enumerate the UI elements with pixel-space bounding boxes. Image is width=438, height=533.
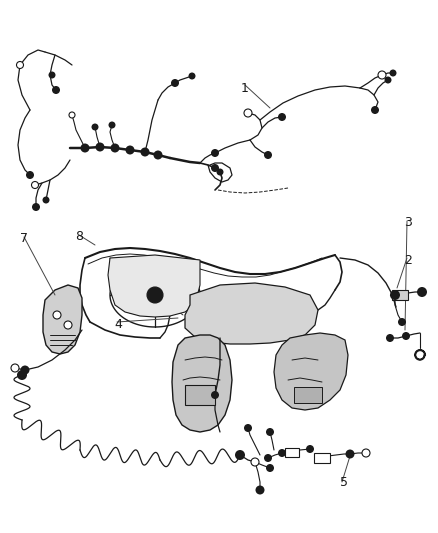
Circle shape (188, 72, 195, 79)
Polygon shape (172, 335, 232, 432)
Circle shape (32, 203, 40, 211)
Circle shape (378, 71, 386, 79)
Circle shape (251, 458, 259, 466)
Circle shape (266, 464, 274, 472)
Circle shape (417, 287, 427, 297)
Circle shape (52, 86, 60, 94)
Circle shape (153, 150, 162, 159)
Circle shape (69, 112, 75, 118)
Circle shape (21, 366, 29, 375)
Circle shape (264, 151, 272, 159)
Circle shape (11, 364, 19, 372)
Circle shape (211, 164, 219, 172)
Circle shape (147, 287, 163, 303)
Circle shape (266, 428, 274, 436)
Circle shape (235, 450, 245, 460)
Polygon shape (43, 285, 82, 354)
Text: 3: 3 (404, 215, 412, 229)
Circle shape (386, 334, 394, 342)
Bar (314, 453, 330, 463)
Circle shape (17, 370, 27, 380)
Circle shape (53, 311, 61, 319)
Circle shape (17, 61, 24, 69)
Text: 2: 2 (404, 254, 412, 266)
Text: 5: 5 (340, 477, 348, 489)
Circle shape (306, 445, 314, 453)
Circle shape (244, 424, 252, 432)
Circle shape (109, 122, 116, 128)
Circle shape (32, 182, 39, 189)
Circle shape (171, 79, 179, 87)
Circle shape (264, 454, 272, 462)
Circle shape (278, 113, 286, 121)
Circle shape (385, 77, 392, 84)
Circle shape (371, 106, 379, 114)
Circle shape (42, 197, 49, 204)
Circle shape (49, 71, 56, 78)
Circle shape (216, 168, 223, 175)
Circle shape (141, 148, 149, 157)
Bar (294, 387, 322, 403)
Circle shape (255, 486, 265, 495)
Text: 8: 8 (75, 230, 83, 244)
Bar (392, 290, 408, 300)
Circle shape (126, 146, 134, 155)
Circle shape (211, 391, 219, 399)
Circle shape (64, 321, 72, 329)
Polygon shape (185, 283, 318, 344)
Circle shape (110, 143, 120, 152)
Circle shape (398, 318, 406, 326)
Circle shape (95, 142, 105, 151)
Circle shape (211, 149, 219, 157)
Circle shape (92, 124, 99, 131)
Polygon shape (108, 255, 200, 317)
Circle shape (26, 171, 34, 179)
Circle shape (390, 290, 400, 300)
Circle shape (389, 69, 396, 77)
Circle shape (244, 109, 252, 117)
Bar (285, 448, 299, 456)
Circle shape (362, 449, 370, 457)
Text: 7: 7 (20, 231, 28, 245)
Bar (185, 385, 215, 405)
Polygon shape (274, 333, 348, 410)
Circle shape (346, 449, 354, 458)
Circle shape (81, 143, 89, 152)
Text: 4: 4 (114, 318, 122, 330)
Circle shape (402, 332, 410, 340)
Circle shape (278, 449, 286, 457)
Text: 1: 1 (241, 82, 249, 94)
